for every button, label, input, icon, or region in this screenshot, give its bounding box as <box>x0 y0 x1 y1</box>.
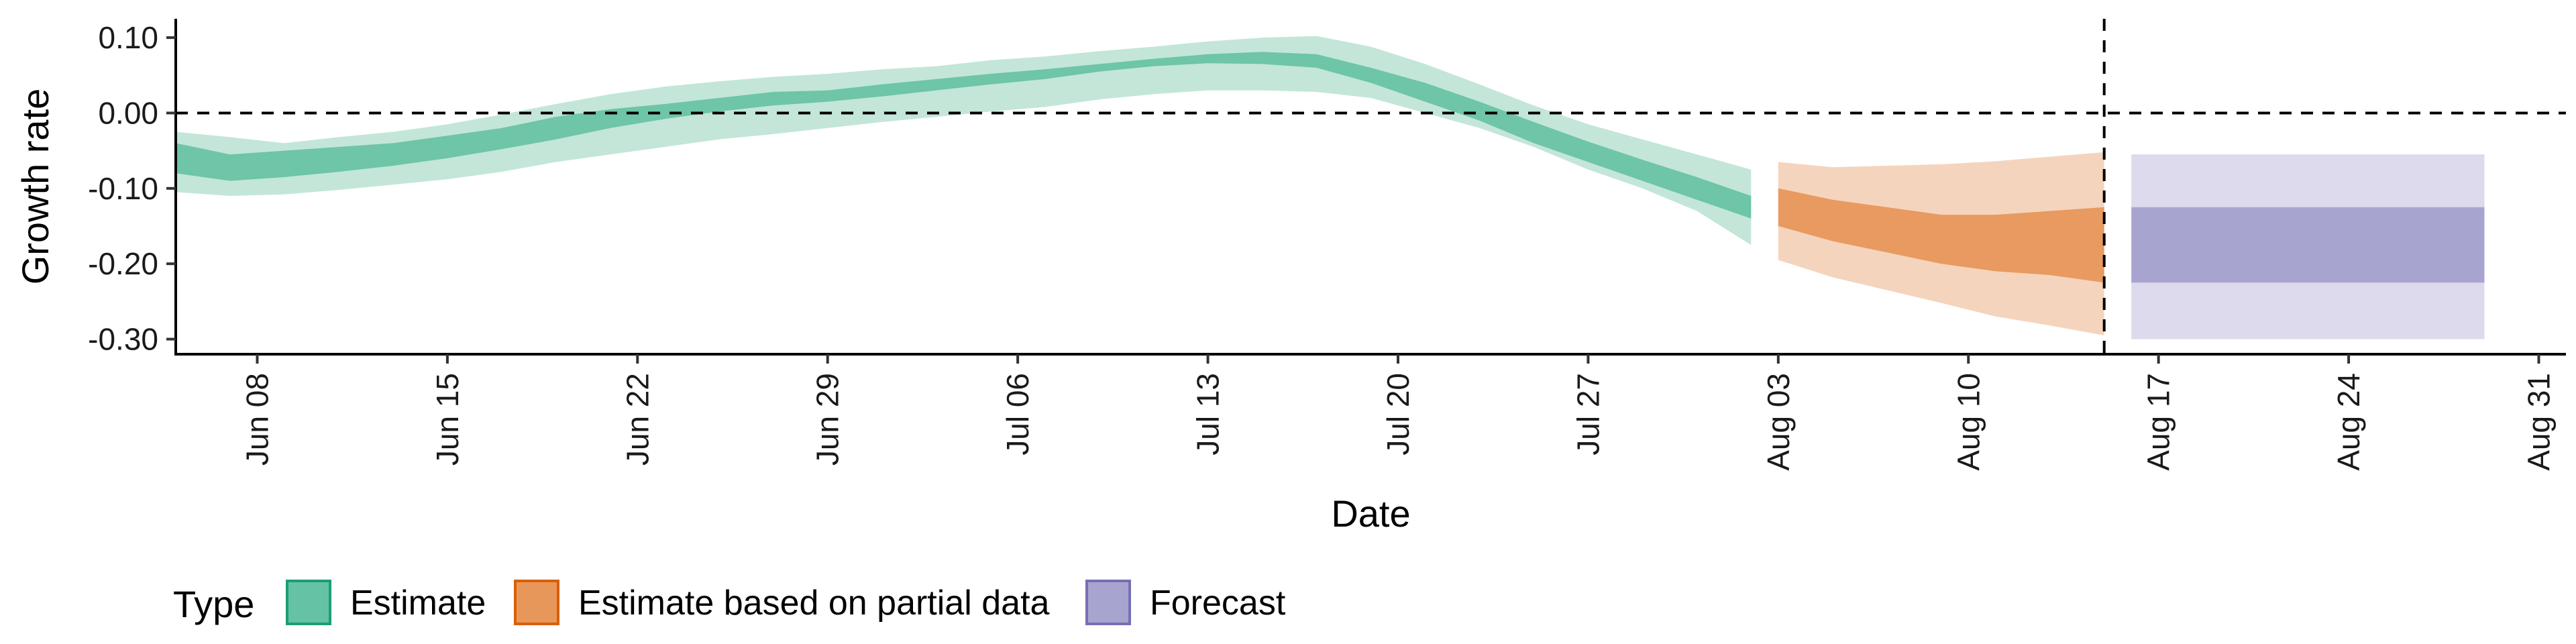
legend-key <box>514 580 559 625</box>
x-tick-label: Aug 03 <box>1761 373 1796 471</box>
legend-items: Estimate Estimate based on partial data Fo… <box>286 580 1286 625</box>
x-tick-label: Jun 08 <box>239 373 274 466</box>
y-tick-label: -0.20 <box>88 246 158 281</box>
legend-label: Forecast <box>1150 584 1286 623</box>
y-tick-label: 0.00 <box>98 95 158 130</box>
legend-title: Type <box>173 583 254 625</box>
y-tick-label: -0.30 <box>88 322 158 357</box>
x-tick-label: Jul 20 <box>1381 373 1415 455</box>
legend: Type Estimate Estimate based on partial d… <box>173 580 1286 625</box>
x-axis-ticks: Jun 08 Jun 15 Jun 22 Jun 29 Jul 06 Jul 13 Jul … <box>239 354 2557 471</box>
legend-label: Estimate <box>350 584 486 623</box>
legend-key <box>286 580 331 625</box>
x-tick-label: Aug 17 <box>2141 373 2176 471</box>
x-tick-label: Jun 22 <box>620 373 655 466</box>
legend-key <box>1085 580 1131 625</box>
outer-interval-band <box>176 36 1752 246</box>
series-estimate-based-on-partial-data <box>1778 152 2104 335</box>
inner-interval-band <box>176 52 1752 219</box>
legend-label: Estimate based on partial data <box>578 584 1050 623</box>
series-estimate <box>176 36 1752 246</box>
y-tick-label: -0.10 <box>88 171 158 206</box>
y-tick-label: 0.10 <box>98 20 158 55</box>
x-tick-label: Aug 24 <box>2331 373 2366 471</box>
series-forecast <box>2131 154 2485 339</box>
series-bands <box>176 36 2485 339</box>
inner-interval-band <box>2131 207 2485 283</box>
x-tick-label: Aug 31 <box>2522 373 2557 471</box>
x-tick-label: Jul 13 <box>1191 373 1226 455</box>
y-axis-ticks: 0.10 0.00 -0.10 -0.20 -0.30 <box>88 20 176 357</box>
x-tick-label: Jul 27 <box>1570 373 1605 455</box>
x-tick-label: Jun 29 <box>810 373 845 466</box>
x-tick-label: Jun 15 <box>430 373 465 466</box>
x-tick-label: Aug 10 <box>1951 373 1986 471</box>
x-axis-title: Date <box>1331 492 1410 535</box>
plot-area <box>176 19 2566 354</box>
x-tick-label: Jul 06 <box>1000 373 1035 455</box>
inner-interval-band <box>1778 188 2104 283</box>
y-axis-title: Growth rate <box>14 89 56 285</box>
